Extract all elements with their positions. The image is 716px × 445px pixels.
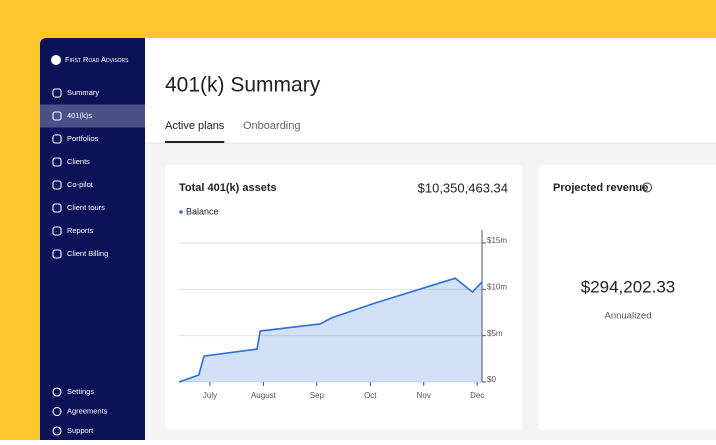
nav-item[interactable]: Summary (67, 88, 99, 97)
info-icon[interactable] (642, 182, 652, 193)
legend-label: Balance (186, 206, 219, 216)
nav-item[interactable]: Co-pilot (67, 180, 94, 189)
y-tick-label: $0 (487, 375, 496, 384)
nav-icon (52, 203, 62, 213)
revenue-value: $294,202.33 (581, 277, 676, 296)
y-tick-label: $10m (487, 282, 507, 291)
y-tick-label: $15m (487, 236, 507, 245)
nav-item[interactable]: Settings (67, 387, 94, 396)
nav-item[interactable]: Support (67, 426, 94, 435)
brand-logo (51, 55, 61, 65)
nav-icon (52, 180, 62, 190)
line (178, 277, 483, 383)
nav-item[interactable]: 401(k)s (67, 111, 92, 120)
page-title: 401(k) Summary (165, 74, 321, 97)
nav-icon (52, 426, 62, 436)
active-highlight (40, 104, 145, 128)
x-tick-label: August (251, 391, 277, 400)
nav-icon (52, 157, 62, 167)
card-title: Total 401(k) assets (179, 182, 277, 194)
nav-icon (52, 134, 62, 144)
x-tick-label: Dec (470, 391, 484, 400)
nav-item[interactable]: Clients (67, 157, 90, 166)
x-tick-label: Oct (364, 391, 377, 400)
card-title: Projected revenue (553, 182, 648, 194)
nav-item[interactable]: Client tours (67, 203, 105, 212)
nav-item[interactable]: Reports (67, 226, 94, 235)
brand: First Road Advisors (65, 55, 129, 64)
nav-item[interactable]: Portfolios (67, 134, 99, 143)
nav-item[interactable]: Client Billing (67, 249, 108, 258)
legend-marker (179, 210, 183, 214)
y-tick-label: $5m (487, 329, 503, 338)
nav-icon (52, 249, 62, 259)
x-tick-label: July (203, 391, 217, 400)
assets-total: $10,350,463.34 (418, 180, 508, 195)
nav-icon (52, 387, 62, 397)
x-tick-label: Sep (310, 391, 325, 400)
nav-item[interactable]: Agreements (67, 406, 108, 415)
tab[interactable]: Active plans (165, 120, 225, 132)
nav-icon (52, 111, 62, 121)
nav-icon (52, 226, 62, 236)
tab-underline (165, 141, 225, 143)
revenue-caption: Annualized (604, 311, 651, 322)
revenue-card (539, 165, 716, 430)
sidebar (40, 38, 145, 440)
nav-icon (52, 88, 62, 98)
assets-card (165, 165, 522, 430)
area (179, 278, 482, 382)
tab[interactable]: Onboarding (243, 120, 301, 132)
nav-icon (52, 406, 62, 417)
x-tick-label: Nov (417, 391, 431, 400)
